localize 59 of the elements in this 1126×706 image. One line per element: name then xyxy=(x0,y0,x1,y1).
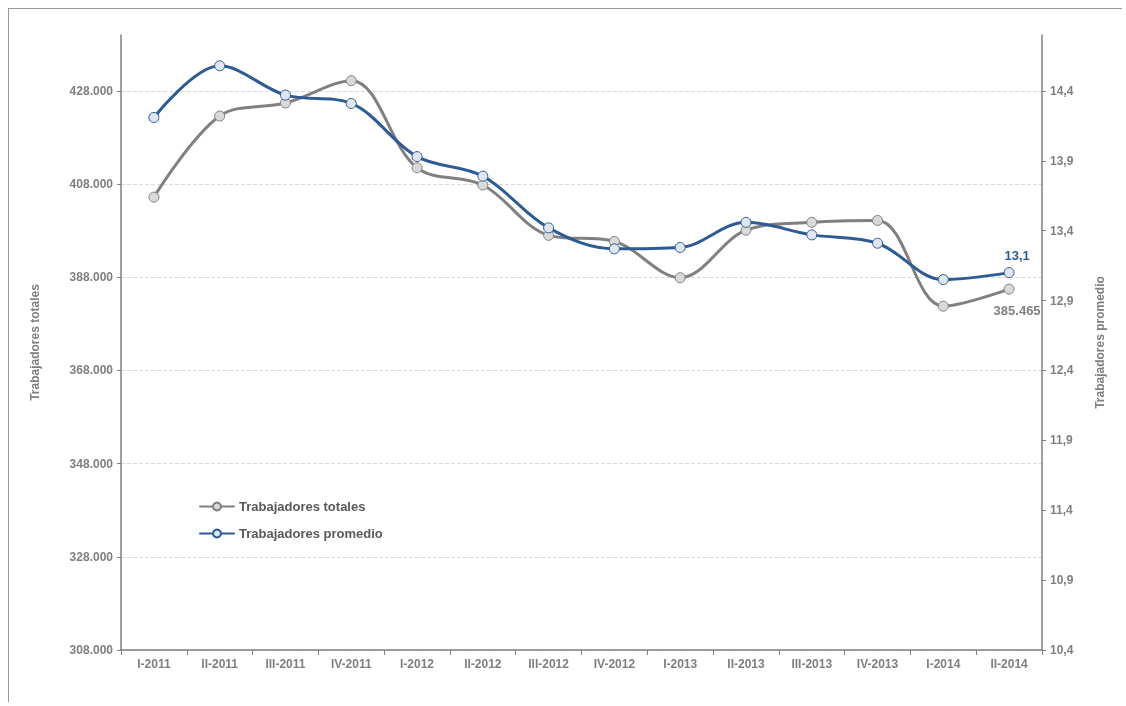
y-tick-label: 308.000 xyxy=(69,643,114,657)
y2-tick-label: 13,4 xyxy=(1050,223,1074,238)
x-tick-label: II-2013 xyxy=(727,657,765,671)
point xyxy=(477,170,489,182)
point xyxy=(1003,267,1015,279)
point xyxy=(345,75,357,87)
y-tick-label: 408.000 xyxy=(69,177,114,192)
point xyxy=(872,237,884,249)
point xyxy=(806,229,818,241)
x-tick-label: I-2013 xyxy=(663,657,698,671)
data-label: 13,1 xyxy=(1004,248,1030,264)
point xyxy=(937,300,949,312)
y-tick-label: 388.000 xyxy=(69,270,114,285)
x-tick-label: III-2012 xyxy=(528,657,570,671)
point xyxy=(148,111,160,123)
point xyxy=(543,222,555,234)
y2-tick-label: 12,9 xyxy=(1050,293,1074,308)
point xyxy=(608,243,620,255)
point xyxy=(214,60,226,72)
point xyxy=(279,89,291,101)
y2-axis-title: Trabajadores promedio xyxy=(1093,276,1107,409)
y-axis-title: Trabajadores totales xyxy=(28,283,42,401)
point xyxy=(806,216,818,228)
x-tick-label: IV-2012 xyxy=(593,657,636,671)
y2-tick-label: 10,9 xyxy=(1050,573,1074,588)
y2-tick-label: 10,4 xyxy=(1050,643,1074,657)
point xyxy=(740,216,752,228)
point xyxy=(345,97,357,109)
y2-tick-label: 11,9 xyxy=(1050,433,1074,448)
y2-tick-label: 13,9 xyxy=(1050,153,1074,168)
x-tick-label: IV-2011 xyxy=(330,657,372,671)
y-tick-label: 328.000 xyxy=(69,549,114,564)
x-tick-label: III-2011 xyxy=(265,657,306,671)
y-tick-label: 428.000 xyxy=(69,83,114,98)
legend-label: Trabajadores promedio xyxy=(239,526,383,541)
point xyxy=(214,110,226,122)
y2-tick-label: 14,4 xyxy=(1050,83,1074,98)
x-tick-label: III-2013 xyxy=(791,657,833,671)
x-tick-label: II-2012 xyxy=(464,657,502,671)
point xyxy=(937,274,949,286)
x-tick-label: I-2014 xyxy=(926,657,961,671)
y2-tick-label: 11,4 xyxy=(1050,503,1074,518)
y-tick-label: 348.000 xyxy=(69,456,114,471)
point xyxy=(1003,283,1015,295)
point xyxy=(674,241,686,253)
legend-label: Trabajadores totales xyxy=(239,499,366,514)
x-tick-label: IV-2013 xyxy=(856,657,899,671)
y2-tick-label: 12,4 xyxy=(1050,363,1074,378)
x-tick-label: II-2011 xyxy=(201,657,239,671)
point xyxy=(411,162,423,174)
point xyxy=(674,272,686,284)
x-tick-label: I-2012 xyxy=(400,657,435,671)
x-tick-label: II-2014 xyxy=(990,657,1029,671)
point xyxy=(872,214,884,226)
point xyxy=(411,151,423,163)
y-tick-label: 368.000 xyxy=(69,363,114,378)
point xyxy=(148,191,160,203)
x-tick-label: I-2011 xyxy=(137,657,171,671)
data-label: 385.465 xyxy=(993,302,1041,318)
